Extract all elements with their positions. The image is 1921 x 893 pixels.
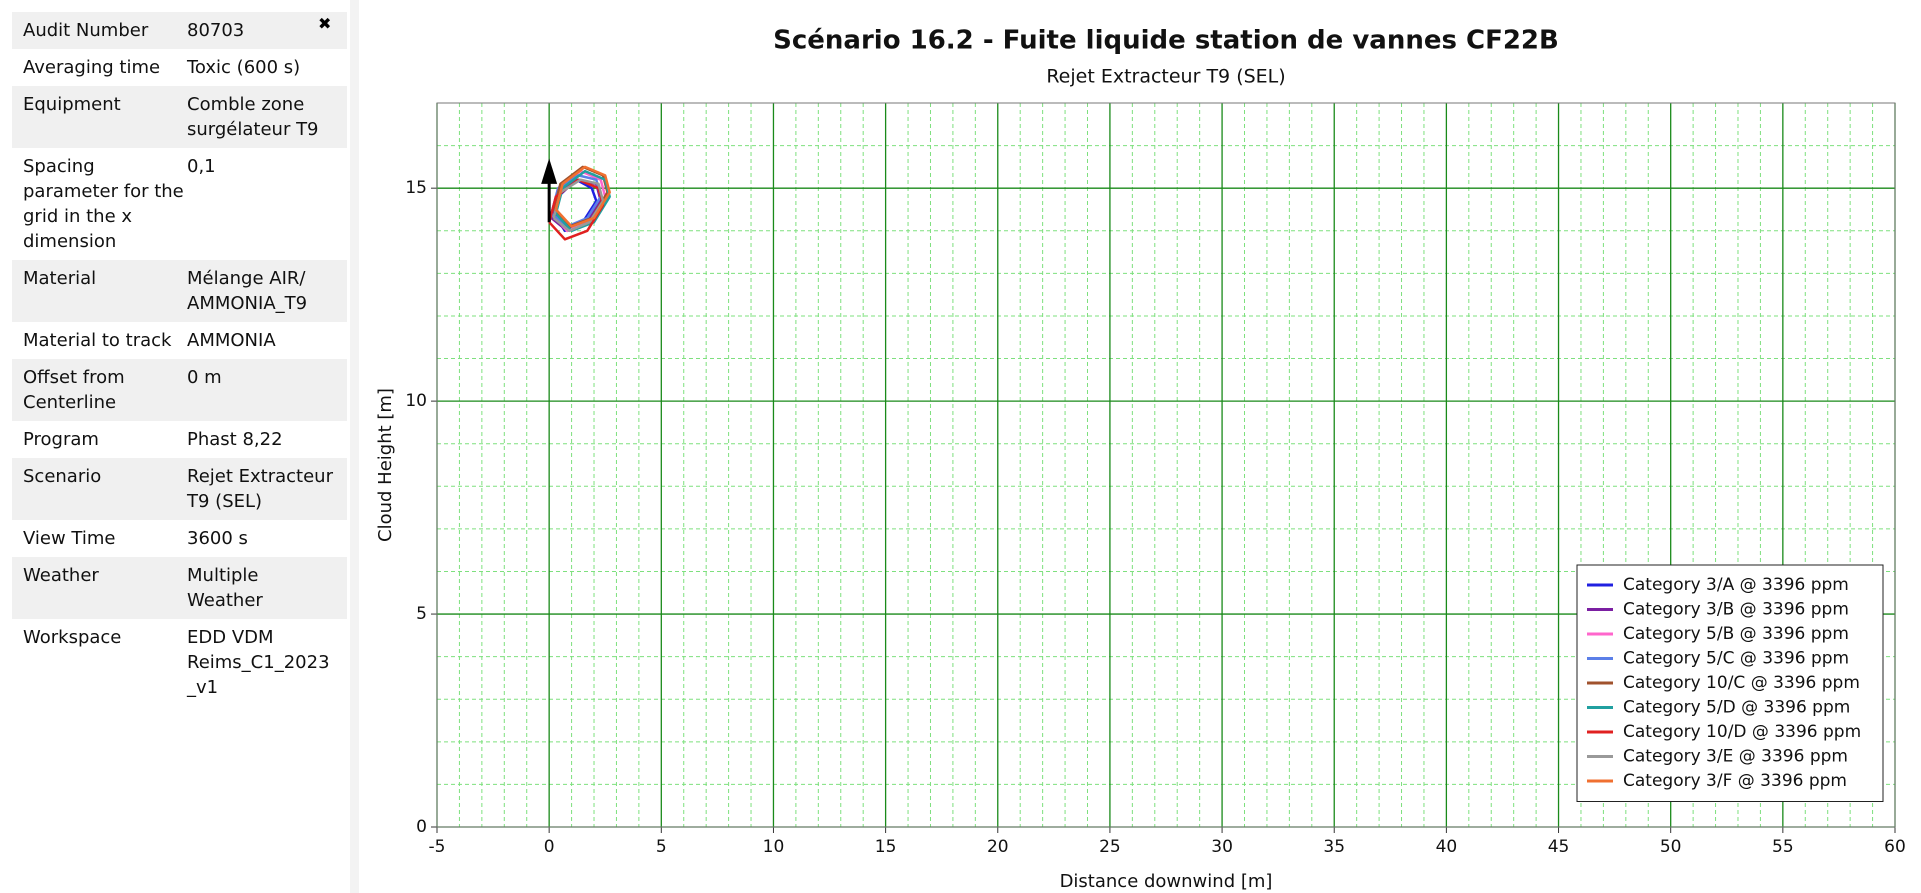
legend-label: Category 3/F @ 3396 ppm (1623, 771, 1847, 791)
property-value: 0 m (187, 367, 222, 388)
x-tick-label: 15 (875, 837, 897, 857)
property-row: Scenario Rejet Extracteur T9 (SEL) (12, 458, 347, 520)
legend-label: Category 5/C @ 3396 ppm (1623, 649, 1849, 669)
property-row: Material to track AMMONIA (12, 322, 347, 359)
property-label: Material (23, 268, 97, 289)
property-value: Rejet Extracteur T9 (SEL) (187, 466, 333, 512)
property-label: Material to track (23, 330, 172, 351)
splitter (350, 0, 359, 893)
legend-label: Category 3/B @ 3396 ppm (1623, 600, 1849, 620)
x-tick-label: 60 (1884, 837, 1906, 857)
legend-box (1576, 564, 1884, 802)
property-label: Equipment (23, 94, 121, 115)
chart-subtitle: Rejet Extracteur T9 (SEL) (1046, 66, 1285, 88)
x-tick-label: 30 (1211, 837, 1233, 857)
x-tick-label: 20 (987, 837, 1009, 857)
property-label: Workspace (23, 627, 122, 648)
property-row: Audit Number 80703 (12, 12, 347, 49)
property-value: 0,1 (187, 156, 216, 177)
property-value: 80703 (187, 20, 245, 41)
property-value: Phast 8,22 (187, 429, 283, 450)
property-value: Multiple Weather (187, 565, 263, 611)
property-value: Toxic (600 s) (187, 57, 301, 78)
legend-label: Category 5/D @ 3396 ppm (1623, 698, 1850, 718)
property-label: Scenario (23, 466, 102, 487)
x-tick-label: 25 (1099, 837, 1121, 857)
x-axis-label: Distance downwind [m] (1060, 871, 1273, 892)
x-tick-label: 5 (656, 837, 667, 857)
x-tick-label: 40 (1436, 837, 1458, 857)
property-label: Offset from Centerline (23, 367, 125, 413)
y-tick-label: 10 (405, 391, 427, 411)
plot-border (436, 102, 1896, 828)
legend-label: Category 3/E @ 3396 ppm (1623, 747, 1848, 767)
legend-label: Category 10/D @ 3396 ppm (1623, 722, 1861, 742)
y-tick-label: 15 (405, 178, 427, 198)
x-tick-label: 45 (1548, 837, 1570, 857)
x-tick-label: 55 (1772, 837, 1794, 857)
legend-label: Category 10/C @ 3396 ppm (1623, 673, 1860, 693)
property-value: AMMONIA (187, 330, 276, 351)
property-label: Averaging time (23, 57, 161, 78)
chart-title: Scénario 16.2 - Fuite liquide station de… (773, 26, 1559, 56)
close-button[interactable]: ✖ (318, 14, 332, 33)
property-label: View Time (23, 528, 116, 549)
property-row: Averaging time Toxic (600 s) (12, 49, 347, 86)
property-label: Program (23, 429, 99, 450)
property-row: Spacing parameter for the grid in the x … (12, 148, 347, 260)
property-row: Equipment Comble zone surgélateur T9 (12, 86, 347, 148)
property-label: Audit Number (23, 20, 149, 41)
legend-label: Category 5/B @ 3396 ppm (1623, 624, 1849, 644)
y-axis-label: Cloud Height [m] (375, 388, 396, 542)
x-tick-label: 50 (1660, 837, 1682, 857)
contour-line (552, 178, 605, 233)
property-value: Comble zone surgélateur T9 (187, 94, 319, 140)
property-label: Weather (23, 565, 99, 586)
x-tick-label: 35 (1323, 837, 1345, 857)
x-tick-label: 10 (763, 837, 785, 857)
x-tick-label: 0 (544, 837, 555, 857)
property-label: Spacing parameter for the grid in the x … (23, 156, 184, 252)
property-row: Program Phast 8,22 (12, 421, 347, 458)
property-value: 3600 s (187, 528, 248, 549)
contour-line (554, 165, 611, 228)
property-row: Material Mélange AIR/ AMMONIA_T9 (12, 260, 347, 322)
legend-label: Category 3/A @ 3396 ppm (1623, 575, 1849, 595)
y-tick-label: 0 (416, 817, 427, 837)
property-row: View Time 3600 s (12, 520, 347, 557)
property-row: Weather Multiple Weather (12, 557, 347, 619)
property-row: Workspace EDD VDM Reims_C1_2023_v1 (12, 619, 347, 706)
properties-panel: Audit Number 80703 Averaging time Toxic (60… (12, 12, 347, 706)
y-tick-label: 5 (416, 604, 427, 624)
property-value: Mélange AIR/ AMMONIA_T9 (187, 268, 308, 314)
property-row: Offset from Centerline 0 m (12, 359, 347, 421)
x-tick-label: -5 (429, 837, 446, 857)
property-value: EDD VDM Reims_C1_2023_v1 (187, 627, 330, 698)
wind-arrow-head (541, 158, 558, 184)
